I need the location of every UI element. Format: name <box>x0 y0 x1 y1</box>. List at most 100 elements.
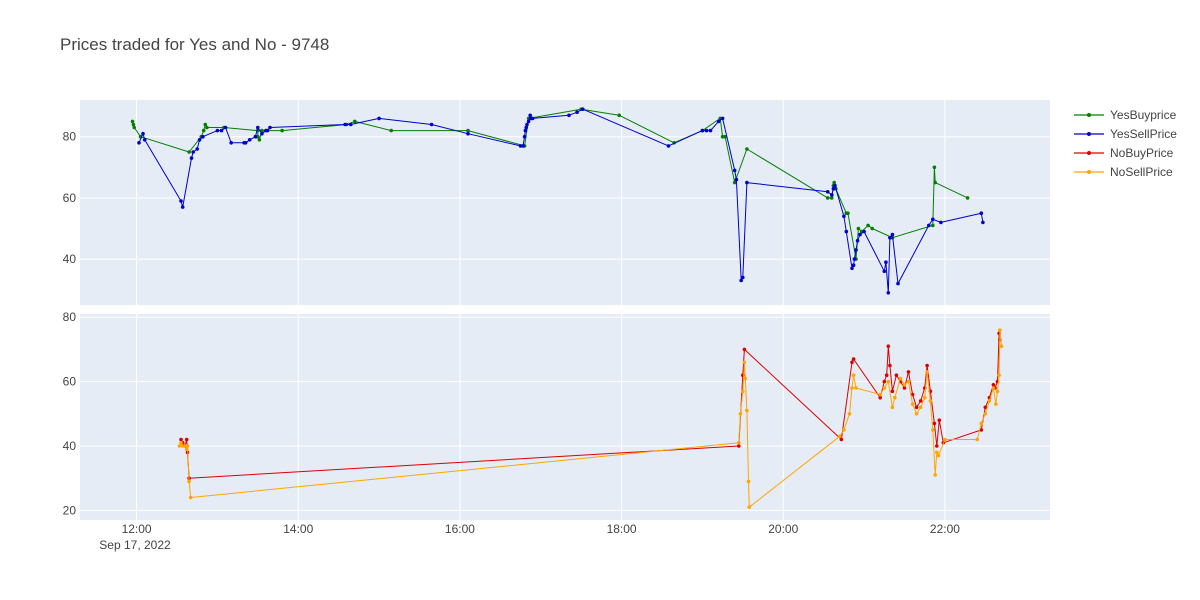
legend-label: YesBuyprice <box>1110 108 1177 122</box>
data-point-yesbuyprice <box>832 180 836 185</box>
x-tick-label: 12:00 <box>122 522 152 536</box>
legend-swatch-marker <box>1087 113 1091 117</box>
data-point-yessellprice <box>219 128 224 133</box>
data-point-yessellprice <box>734 177 739 182</box>
data-point-nosellprice <box>747 505 752 509</box>
data-point-nosellprice <box>991 386 996 390</box>
data-point-yessellprice <box>830 193 834 197</box>
data-point-nobuyprice <box>742 347 747 352</box>
data-point-yesbuyprice <box>353 119 357 124</box>
data-point-nosellprice <box>928 399 933 403</box>
data-point-nosellprice <box>745 408 749 413</box>
data-point-nosellprice <box>743 376 748 381</box>
data-point-nosellprice <box>983 412 988 416</box>
bottom-plot-background <box>80 314 1050 520</box>
data-point-nobuyprice <box>925 363 929 368</box>
data-point-nosellprice <box>931 428 935 432</box>
data-point-nobuyprice <box>914 405 919 410</box>
legend-item-nobuyprice[interactable]: NoBuyPrice <box>1074 146 1174 160</box>
data-point-nobuyprice <box>983 405 988 410</box>
data-point-nosellprice <box>902 383 907 387</box>
top-y-axis: 40 60 80 <box>63 130 77 266</box>
data-point-yessellprice <box>850 266 854 271</box>
x-tick-label: 16:00 <box>445 522 475 536</box>
data-point-nosellprice <box>935 450 939 455</box>
top-y-tick-label: 40 <box>63 252 77 266</box>
data-point-yessellprice <box>741 275 745 280</box>
data-point-yessellprice <box>191 150 195 154</box>
data-point-yessellprice <box>844 229 849 234</box>
data-point-nobuyprice <box>906 370 911 374</box>
data-point-nosellprice <box>922 395 927 400</box>
data-point-yessellprice <box>523 128 528 133</box>
data-point-yesbuyprice <box>201 128 206 133</box>
legend-item-yesbuyprice[interactable]: YesBuyprice <box>1074 108 1177 122</box>
data-point-yesbuyprice <box>933 180 937 185</box>
data-point-nobuyprice <box>851 357 856 361</box>
data-point-yessellprice <box>521 144 525 148</box>
x-tick-label: 18:00 <box>607 522 637 536</box>
data-point-nosellprice <box>995 389 1000 394</box>
data-point-yessellprice <box>890 232 895 237</box>
data-point-nosellprice <box>994 402 998 406</box>
data-point-yessellprice <box>842 214 846 219</box>
data-point-yessellprice <box>255 125 260 130</box>
data-point-nosellprice <box>850 386 854 390</box>
data-point-nobuyprice <box>179 437 183 442</box>
data-point-yesbuyprice <box>131 122 136 127</box>
data-point-nobuyprice <box>918 399 923 403</box>
top-y-tick-label: 80 <box>63 130 77 144</box>
data-point-nosellprice <box>838 434 842 439</box>
data-point-yessellprice <box>739 278 743 283</box>
data-point-yessellprice <box>377 116 381 121</box>
data-point-nosellprice <box>746 479 751 484</box>
data-point-nosellprice <box>906 379 911 384</box>
legend-item-nosellprice[interactable]: NoSellPrice <box>1074 165 1173 179</box>
legend: YesBuyprice YesSellPrice NoBuyPrice NoSellP… <box>1074 108 1177 179</box>
data-point-yesbuyprice <box>932 165 937 170</box>
data-point-yessellprice <box>852 257 857 261</box>
series-yesbuyprice <box>130 107 970 261</box>
data-point-yesbuyprice <box>257 138 262 142</box>
data-point-yessellprice <box>896 281 900 286</box>
top-grid <box>80 100 1050 305</box>
data-point-yessellprice <box>886 291 891 295</box>
data-point-yessellprice <box>862 229 866 234</box>
data-point-yessellprice <box>855 238 860 243</box>
chart-title: Prices traded for Yes and No - 9748 <box>60 35 329 54</box>
legend-label: NoSellPrice <box>1110 165 1173 179</box>
data-point-nosellprice <box>185 444 190 448</box>
data-point-nobuyprice <box>888 363 892 368</box>
data-point-yesbuyprice <box>830 196 834 200</box>
data-point-yessellprice <box>854 248 858 252</box>
bottom-y-tick-label: 60 <box>63 375 77 389</box>
data-point-yessellprice <box>142 138 147 142</box>
data-point-nosellprice <box>741 389 745 394</box>
legend-label: YesSellPrice <box>1110 127 1177 141</box>
data-point-yessellprice <box>745 180 749 185</box>
data-point-yessellprice <box>137 141 141 145</box>
data-point-yessellprice <box>939 220 943 225</box>
data-point-nosellprice <box>878 392 882 397</box>
data-point-yessellprice <box>526 119 531 124</box>
bottom-y-axis: 20 40 60 80 <box>63 310 77 517</box>
data-point-nosellprice <box>847 412 852 416</box>
data-point-nobuyprice <box>902 386 907 390</box>
data-point-nosellprice <box>987 399 992 403</box>
bottom-series <box>177 328 1004 509</box>
x-tick-label: 20:00 <box>768 522 798 536</box>
x-tick-label: 14:00 <box>283 522 313 536</box>
data-point-yessellprice <box>888 235 892 240</box>
bottom-y-tick-label: 20 <box>63 503 77 517</box>
data-point-yesbuyprice <box>187 150 191 154</box>
data-point-yessellprice <box>833 183 837 188</box>
legend-item-yessellprice[interactable]: YesSellPrice <box>1074 127 1177 141</box>
data-point-yesbuyprice <box>870 226 874 231</box>
data-point-nobuyprice <box>894 373 899 378</box>
data-point-nosellprice <box>936 453 941 458</box>
data-point-yessellprice <box>525 122 529 127</box>
data-point-yessellprice <box>831 186 836 191</box>
data-point-nobuyprice <box>878 395 882 400</box>
data-point-yesbuyprice <box>723 134 727 139</box>
